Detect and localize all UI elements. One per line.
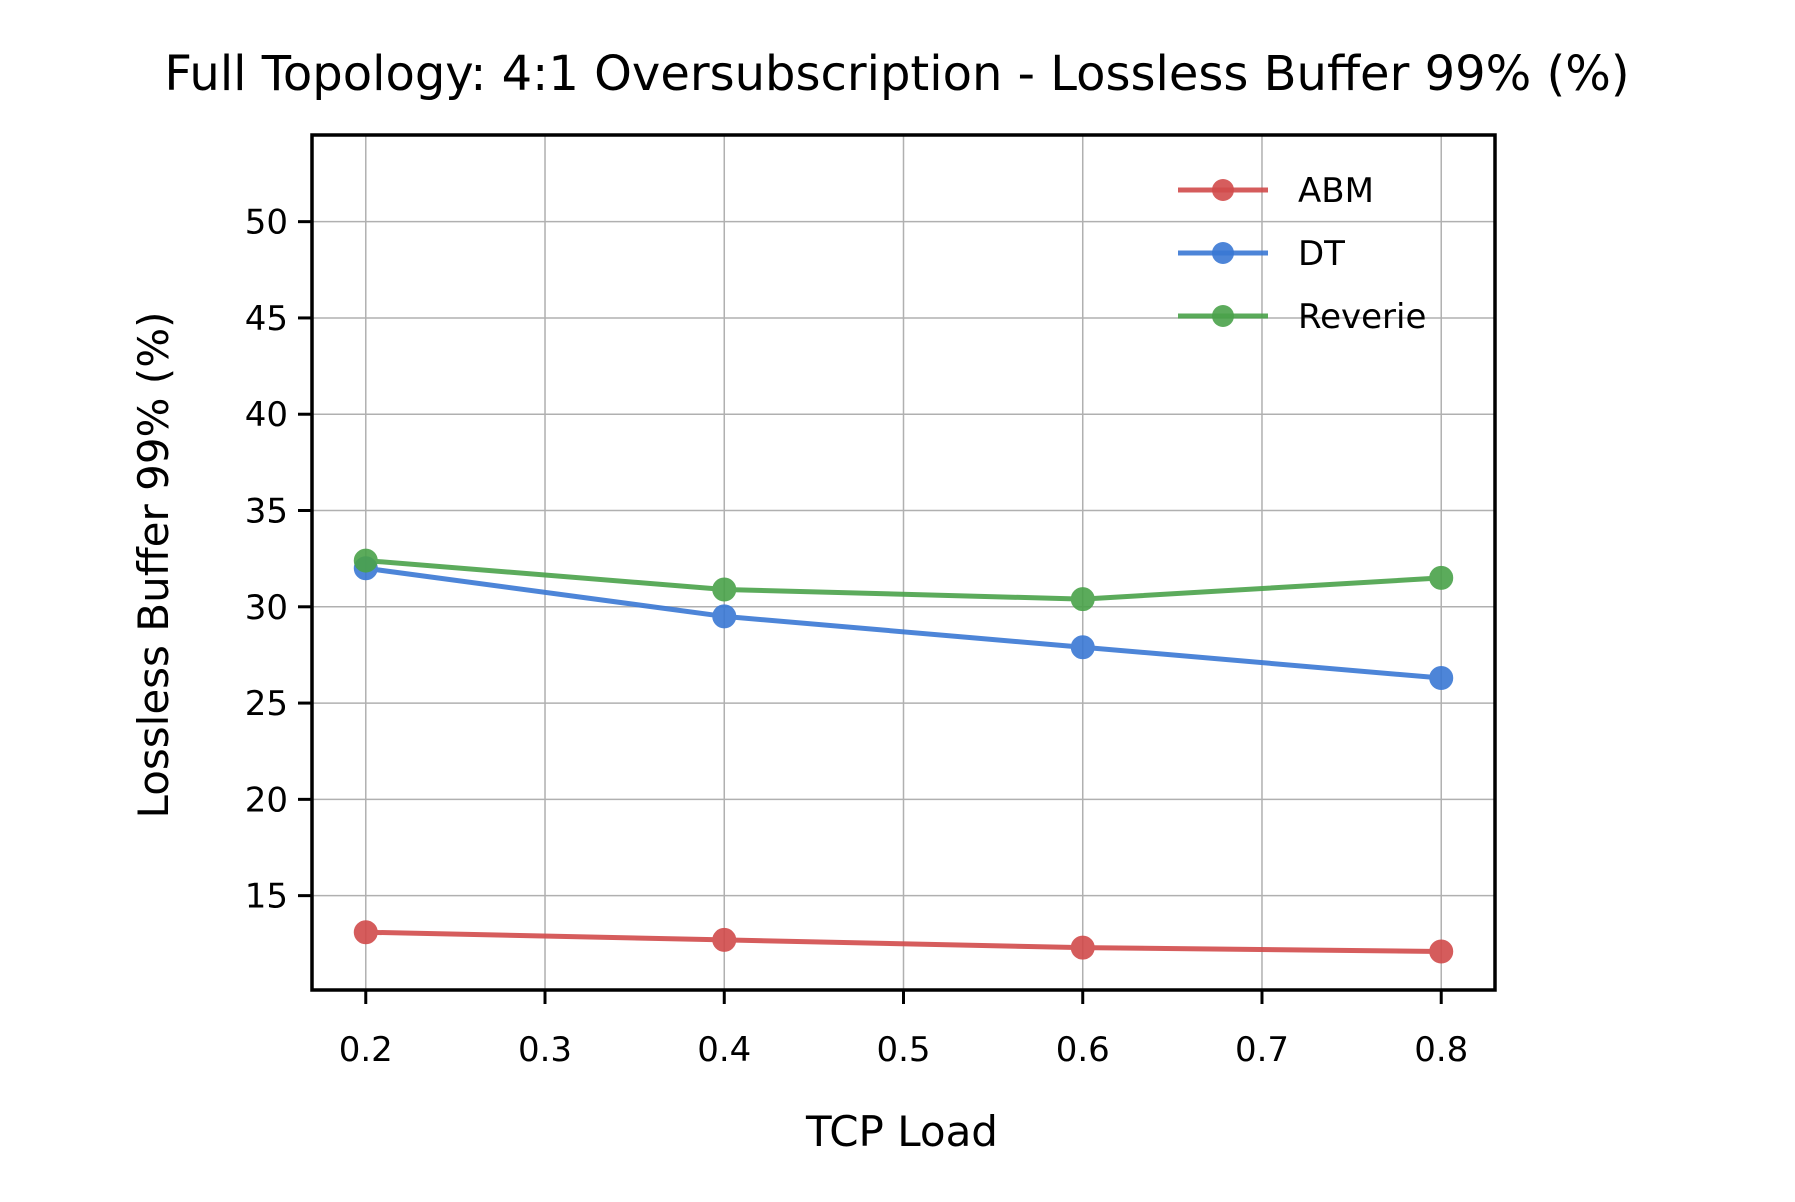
grid-lines bbox=[312, 135, 1495, 990]
x-tick-label: 0.5 bbox=[876, 1030, 930, 1070]
data-point bbox=[712, 604, 737, 629]
y-tick-label: 50 bbox=[245, 203, 288, 243]
data-point bbox=[1429, 939, 1454, 964]
legend-label: ABM bbox=[1298, 171, 1374, 211]
legend-item-reverie: Reverie bbox=[1178, 297, 1426, 337]
y-tick-label: 45 bbox=[245, 299, 288, 339]
legend-item-abm: ABM bbox=[1178, 171, 1374, 211]
data-point bbox=[712, 577, 737, 602]
data-point bbox=[1070, 935, 1095, 960]
chart-title: Full Topology: 4:1 Oversubscription - Lo… bbox=[164, 46, 1629, 102]
x-tick-label: 0.3 bbox=[518, 1030, 572, 1070]
y-tick-label: 30 bbox=[245, 588, 288, 628]
x-axis: 0.2 0.3 0.4 0.5 0.6 0.7 0.8 bbox=[339, 990, 1468, 1070]
series-line bbox=[365, 929, 1442, 954]
x-tick-label: 0.8 bbox=[1414, 1030, 1468, 1070]
legend-marker bbox=[1212, 305, 1234, 327]
y-tick-label: 25 bbox=[245, 684, 288, 724]
data-point bbox=[353, 548, 378, 573]
series-layer bbox=[353, 548, 1454, 964]
data-point bbox=[1429, 565, 1454, 590]
legend: ABM DT Reverie bbox=[1178, 171, 1426, 337]
legend-marker bbox=[1212, 179, 1234, 201]
y-tick-label: 15 bbox=[245, 877, 288, 917]
legend-label: Reverie bbox=[1298, 297, 1426, 337]
data-point bbox=[1429, 666, 1454, 691]
data-point bbox=[1070, 587, 1095, 612]
series-abm bbox=[353, 920, 1454, 964]
legend-item-dt: DT bbox=[1178, 234, 1345, 274]
legend-marker bbox=[1212, 242, 1234, 264]
series-reverie bbox=[353, 548, 1454, 612]
data-point bbox=[712, 927, 737, 952]
x-axis-label: TCP Load bbox=[805, 1107, 998, 1156]
x-tick-label: 0.7 bbox=[1235, 1030, 1289, 1070]
x-tick-label: 0.2 bbox=[339, 1030, 393, 1070]
series-line bbox=[365, 558, 1442, 602]
y-tick-label: 40 bbox=[245, 395, 288, 435]
y-tick-label: 20 bbox=[245, 780, 288, 820]
legend-label: DT bbox=[1298, 234, 1345, 274]
x-tick-label: 0.6 bbox=[1056, 1030, 1110, 1070]
y-axis-label: Lossless Buffer 99% (%) bbox=[129, 312, 178, 819]
series-line bbox=[365, 565, 1442, 681]
data-point bbox=[353, 920, 378, 945]
y-axis: 15 20 25 30 35 40 45 50 bbox=[245, 203, 312, 917]
x-tick-label: 0.4 bbox=[697, 1030, 751, 1070]
data-point bbox=[1070, 635, 1095, 660]
y-tick-label: 35 bbox=[245, 492, 288, 532]
